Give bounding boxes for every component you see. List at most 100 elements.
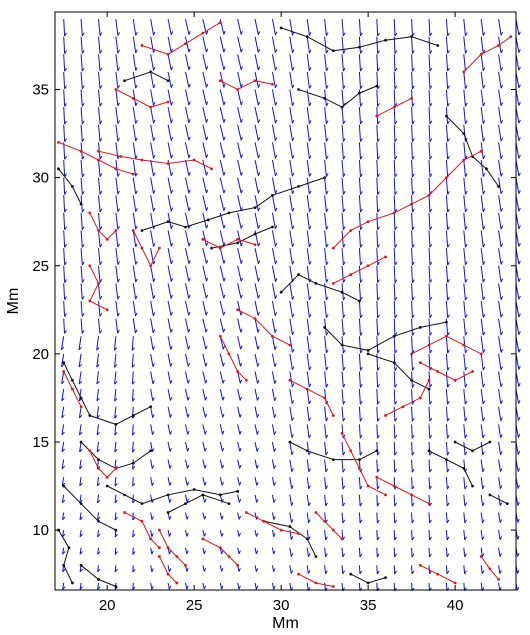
vector-arrow	[237, 36, 243, 53]
vector-shaft	[150, 212, 155, 230]
vector-arrow	[184, 142, 191, 159]
vector-head	[291, 137, 295, 142]
vector-head	[308, 102, 312, 107]
vector-head	[464, 49, 468, 54]
vector-shaft	[358, 389, 361, 405]
vector-shaft	[498, 547, 501, 557]
vector-arrow	[150, 265, 156, 282]
vector-head	[377, 279, 380, 283]
vector-head	[81, 67, 85, 72]
vector-head	[325, 102, 329, 107]
vector-arrow	[184, 54, 191, 71]
vector-head	[273, 431, 277, 435]
track-point	[70, 378, 74, 382]
track-point	[140, 519, 144, 523]
vector-arrow	[96, 371, 100, 385]
vector-head	[500, 260, 504, 265]
vector-arrow	[167, 124, 174, 141]
vector-head	[325, 137, 329, 142]
vector-arrow	[498, 265, 504, 283]
vector-shaft	[306, 389, 310, 405]
track-point	[366, 581, 370, 585]
vector-head	[411, 502, 415, 507]
track-point	[488, 493, 492, 497]
vector-arrow	[61, 406, 65, 419]
vector-shaft	[428, 477, 431, 490]
vector-shaft	[202, 283, 207, 299]
vector-arrow	[132, 212, 138, 230]
vector-head	[429, 261, 433, 266]
track-point	[358, 45, 361, 49]
vector-arrow	[289, 142, 295, 159]
track-point	[436, 44, 440, 47]
vector-arrow	[428, 441, 433, 456]
vector-arrow	[167, 300, 173, 316]
vector-head	[464, 331, 468, 336]
vector-arrow	[289, 336, 295, 353]
vector-shaft	[96, 353, 99, 368]
vector-head	[99, 138, 103, 142]
vector-head	[394, 349, 398, 354]
vector-arrow	[324, 353, 329, 371]
vector-arrow	[131, 389, 135, 402]
vector-arrow	[271, 459, 277, 469]
plot-frame	[54, 11, 517, 591]
vector-arrow	[498, 159, 504, 177]
vector-head	[205, 242, 209, 247]
vector-head	[308, 383, 312, 388]
vector-arrow	[79, 459, 83, 470]
vector-arrow	[445, 424, 450, 439]
vector-arrow	[167, 107, 174, 124]
vector-shaft	[202, 159, 207, 176]
vector-head	[447, 279, 450, 283]
vector-shaft	[254, 36, 259, 53]
vector-head	[518, 49, 521, 53]
vector-arrow	[63, 318, 67, 334]
vector-shaft	[254, 89, 259, 106]
vector-shaft	[480, 159, 484, 177]
vector-arrow	[306, 124, 312, 142]
vector-head	[257, 48, 261, 53]
vector-arrow	[341, 142, 346, 160]
vector-arrow	[306, 477, 311, 490]
vector-head	[81, 330, 85, 334]
vector-head	[447, 332, 450, 336]
vector-arrow	[480, 512, 485, 524]
vector-shaft	[376, 36, 379, 54]
vector-arrow	[376, 248, 380, 266]
vector-head	[188, 277, 191, 282]
vector-shaft	[78, 336, 82, 351]
vector-arrow	[202, 565, 207, 572]
vector-arrow	[219, 424, 225, 435]
vector-head	[99, 32, 103, 36]
track-point	[331, 585, 335, 588]
vector-shaft	[480, 494, 484, 506]
vector-head	[114, 533, 118, 538]
vector-head	[411, 570, 415, 575]
vector-shaft	[184, 107, 190, 123]
vector-shaft	[376, 424, 379, 439]
vector-shaft	[341, 177, 344, 195]
vector-head	[500, 349, 504, 353]
vector-head	[223, 136, 226, 141]
track-point	[62, 361, 66, 365]
vector-shaft	[289, 565, 292, 574]
vector-arrow	[254, 248, 261, 265]
vector-shaft	[445, 353, 449, 371]
vector-head	[188, 119, 191, 123]
vector-arrow	[324, 441, 329, 456]
track-point	[410, 378, 414, 382]
vector-shaft	[341, 36, 344, 54]
vector-arrow	[498, 177, 504, 195]
vector-arrow	[463, 195, 468, 213]
vector-arrow	[237, 424, 242, 435]
vector-head	[429, 536, 432, 541]
vector-arrow	[480, 441, 485, 456]
vector-head	[79, 516, 83, 521]
vector-head	[186, 464, 190, 469]
vector-head	[360, 32, 363, 37]
vector-head	[97, 551, 101, 555]
vector-head	[518, 417, 521, 421]
vector-arrow	[254, 265, 261, 282]
vector-shaft	[150, 477, 153, 486]
